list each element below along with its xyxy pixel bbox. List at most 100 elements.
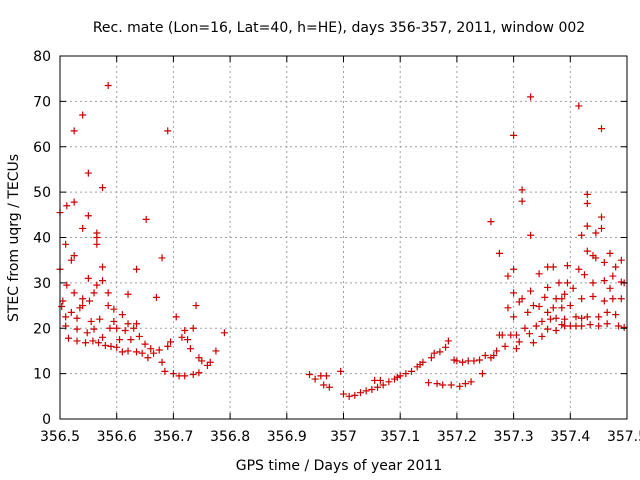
- data-point: [189, 324, 197, 332]
- data-point: [459, 358, 467, 366]
- y-tick-label: 0: [42, 412, 51, 428]
- data-point: [402, 370, 410, 378]
- data-point: [425, 379, 433, 387]
- data-point: [498, 331, 506, 339]
- data-point: [110, 317, 118, 325]
- data-point: [70, 289, 78, 297]
- data-point: [583, 247, 591, 255]
- data-point: [133, 265, 141, 273]
- y-tick-label: 30: [33, 276, 51, 292]
- data-point: [538, 332, 546, 340]
- data-point: [59, 297, 67, 305]
- data-point: [85, 297, 93, 305]
- data-point: [351, 391, 359, 399]
- data-point: [580, 271, 588, 279]
- data-point: [79, 295, 87, 303]
- data-point: [95, 339, 103, 347]
- data-point: [107, 342, 115, 350]
- data-point: [583, 313, 591, 321]
- data-point: [87, 317, 95, 325]
- data-point: [518, 197, 526, 205]
- data-point: [65, 334, 73, 342]
- data-point: [597, 213, 605, 221]
- data-point: [186, 345, 194, 353]
- x-tick-label: 357.3: [494, 429, 534, 445]
- data-point: [63, 202, 71, 210]
- data-point: [73, 314, 81, 322]
- data-point: [597, 224, 605, 232]
- y-tick-label: 70: [33, 94, 51, 110]
- data-point: [178, 333, 186, 341]
- data-point: [322, 372, 330, 380]
- data-point: [99, 277, 107, 285]
- data-point: [578, 295, 586, 303]
- data-point: [144, 354, 152, 362]
- data-point: [578, 231, 586, 239]
- x-tick-label: 357: [330, 429, 357, 445]
- data-point: [121, 327, 129, 335]
- data-point: [575, 102, 583, 110]
- y-tick-label: 50: [33, 185, 51, 201]
- data-point: [161, 367, 169, 375]
- data-point: [104, 81, 112, 89]
- data-point: [512, 331, 520, 339]
- data-point: [311, 375, 319, 383]
- data-point: [408, 367, 416, 375]
- data-point: [368, 386, 376, 394]
- data-point: [609, 295, 617, 303]
- data-point: [79, 302, 87, 310]
- data-point: [603, 308, 611, 316]
- data-point: [527, 93, 535, 101]
- data-point: [444, 337, 452, 345]
- data-point: [476, 356, 484, 364]
- y-tick-label: 10: [33, 367, 51, 383]
- data-point: [376, 376, 384, 384]
- data-point: [138, 349, 146, 357]
- data-point: [116, 336, 124, 344]
- data-point: [181, 372, 189, 380]
- data-point: [549, 263, 557, 271]
- grid-lines: [60, 56, 627, 419]
- data-point: [118, 348, 126, 356]
- x-tick-label: 356.5: [40, 429, 80, 445]
- data-point: [510, 131, 518, 139]
- data-point: [158, 254, 166, 262]
- data-point: [566, 302, 574, 310]
- data-point: [99, 333, 107, 341]
- x-axis-title: GPS time / Days of year 2011: [236, 458, 443, 474]
- data-point: [535, 302, 543, 310]
- data-point: [512, 345, 520, 353]
- data-point: [337, 367, 345, 375]
- data-point: [600, 297, 608, 305]
- data-point: [150, 349, 158, 357]
- data-point: [79, 224, 87, 232]
- data-point: [504, 304, 512, 312]
- data-point: [345, 392, 353, 400]
- data-point: [67, 256, 75, 264]
- data-point: [198, 357, 206, 365]
- data-point: [62, 313, 70, 321]
- data-point: [470, 357, 478, 365]
- data-point: [529, 339, 537, 347]
- data-point: [305, 371, 313, 379]
- data-point: [70, 252, 78, 260]
- data-point: [135, 332, 143, 340]
- data-point: [99, 263, 107, 271]
- data-point: [113, 343, 121, 351]
- data-point: [535, 270, 543, 278]
- data-point: [70, 198, 78, 206]
- data-point: [595, 313, 603, 321]
- data-point: [379, 381, 387, 389]
- data-point: [220, 329, 228, 337]
- chart-title: Rec. mate (Lon=16, Lat=40, h=HE), days 3…: [93, 20, 585, 36]
- data-point: [600, 258, 608, 266]
- x-axis-ticks: 356.5 356.6 356.7 356.8 356.9 357 357.1 357.2 35…: [40, 56, 640, 445]
- data-point: [524, 308, 532, 316]
- x-tick-label: 357.1: [380, 429, 420, 445]
- data-point: [597, 125, 605, 133]
- data-point: [572, 313, 580, 321]
- data-point: [70, 127, 78, 135]
- data-point: [184, 336, 192, 344]
- data-point: [79, 111, 87, 119]
- data-point: [63, 281, 71, 289]
